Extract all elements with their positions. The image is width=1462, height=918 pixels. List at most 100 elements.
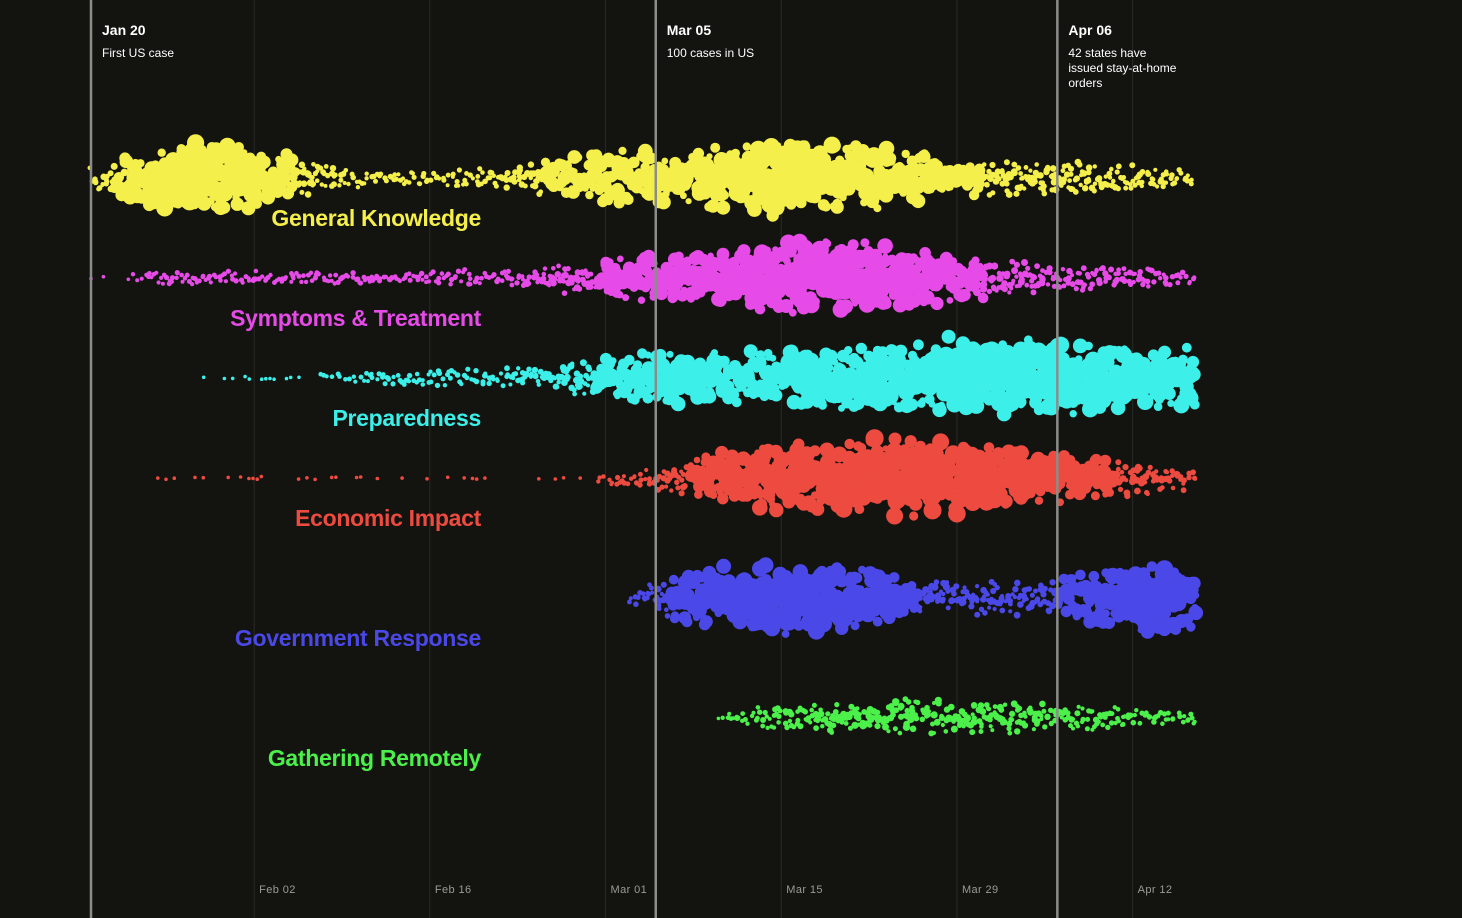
data-point: [369, 371, 374, 376]
data-point: [126, 277, 131, 282]
data-point: [329, 374, 335, 380]
data-point: [641, 591, 646, 596]
data-point: [415, 277, 421, 283]
data-point: [633, 360, 643, 370]
data-point: [718, 355, 730, 367]
data-point: [1105, 488, 1114, 497]
data-point: [515, 377, 521, 384]
data-point: [420, 378, 425, 383]
data-point: [720, 191, 729, 200]
data-point: [351, 374, 356, 379]
data-point: [628, 156, 640, 169]
data-point: [502, 269, 507, 274]
data-point: [661, 192, 668, 199]
data-point: [1167, 282, 1173, 288]
data-point: [504, 365, 510, 372]
data-point: [467, 172, 473, 178]
data-point: [428, 177, 434, 183]
data-point: [179, 272, 184, 278]
data-point: [1021, 259, 1028, 266]
data-point: [362, 181, 367, 186]
data-point: [288, 172, 298, 182]
data-point: [377, 173, 382, 179]
data-point: [365, 379, 370, 384]
data-point: [96, 186, 101, 192]
data-point: [256, 276, 262, 282]
data-point: [342, 181, 347, 185]
data-point: [1163, 275, 1169, 281]
data-point: [520, 274, 525, 279]
data-point: [1072, 177, 1078, 183]
data-point: [822, 239, 832, 249]
data-point: [839, 194, 847, 202]
data-point: [1010, 168, 1018, 176]
data-point: [225, 161, 235, 171]
data-point: [681, 616, 693, 628]
data-point: [638, 477, 644, 483]
data-point: [914, 499, 922, 507]
data-point: [542, 266, 548, 271]
data-point: [574, 269, 581, 276]
data-point: [447, 375, 453, 381]
data-point: [860, 238, 870, 248]
data-point: [1094, 267, 1099, 273]
data-point: [240, 280, 245, 285]
data-point: [473, 368, 479, 374]
data-point: [420, 382, 426, 387]
data-point: [296, 477, 301, 481]
data-point: [957, 282, 965, 289]
data-point: [317, 165, 324, 171]
data-point: [1070, 273, 1074, 278]
data-point: [1004, 181, 1010, 187]
data-point: [810, 296, 820, 307]
data-point: [710, 142, 721, 153]
data-point: [255, 477, 259, 482]
data-point: [1181, 342, 1192, 353]
data-point: [259, 474, 264, 479]
data-point: [1131, 279, 1136, 285]
data-point: [508, 276, 515, 282]
data-point: [1078, 182, 1083, 188]
data-point: [1123, 278, 1128, 283]
data-point: [406, 180, 412, 185]
data-point: [1169, 468, 1175, 474]
data-point: [1014, 274, 1019, 279]
data-point: [314, 178, 320, 183]
data-point: [890, 399, 897, 406]
data-point: [786, 199, 797, 210]
data-point: [437, 176, 442, 181]
data-point: [445, 372, 450, 378]
data-point: [424, 178, 430, 184]
data-point: [421, 170, 427, 177]
data-point: [325, 172, 331, 179]
data-point: [532, 373, 539, 380]
data-point: [172, 476, 177, 481]
data-point: [847, 239, 859, 251]
data-point: [946, 297, 954, 304]
data-point: [401, 181, 407, 187]
data-point: [321, 275, 327, 280]
x-axis-ticks: Feb 02 Feb 16 Mar 01 Mar 15 Mar 29 Apr 12: [259, 884, 1172, 896]
data-point: [1006, 176, 1012, 181]
data-point: [1123, 271, 1128, 277]
data-point: [522, 183, 528, 189]
data-point: [315, 271, 321, 277]
data-point: [1169, 274, 1176, 280]
data-point: [972, 280, 982, 290]
data-point: [1174, 176, 1180, 181]
data-point: [1017, 278, 1025, 286]
data-point: [1010, 281, 1015, 286]
data-point: [1139, 169, 1146, 175]
data-point: [643, 477, 648, 482]
data-point: [1061, 283, 1067, 289]
data-point: [1069, 281, 1076, 288]
data-point: [169, 275, 176, 281]
data-point: [357, 280, 362, 285]
data-point: [1187, 281, 1192, 286]
data-point: [319, 182, 324, 187]
data-point: [428, 379, 434, 385]
data-point: [669, 488, 674, 493]
data-point: [154, 270, 159, 275]
data-point: [551, 266, 556, 271]
